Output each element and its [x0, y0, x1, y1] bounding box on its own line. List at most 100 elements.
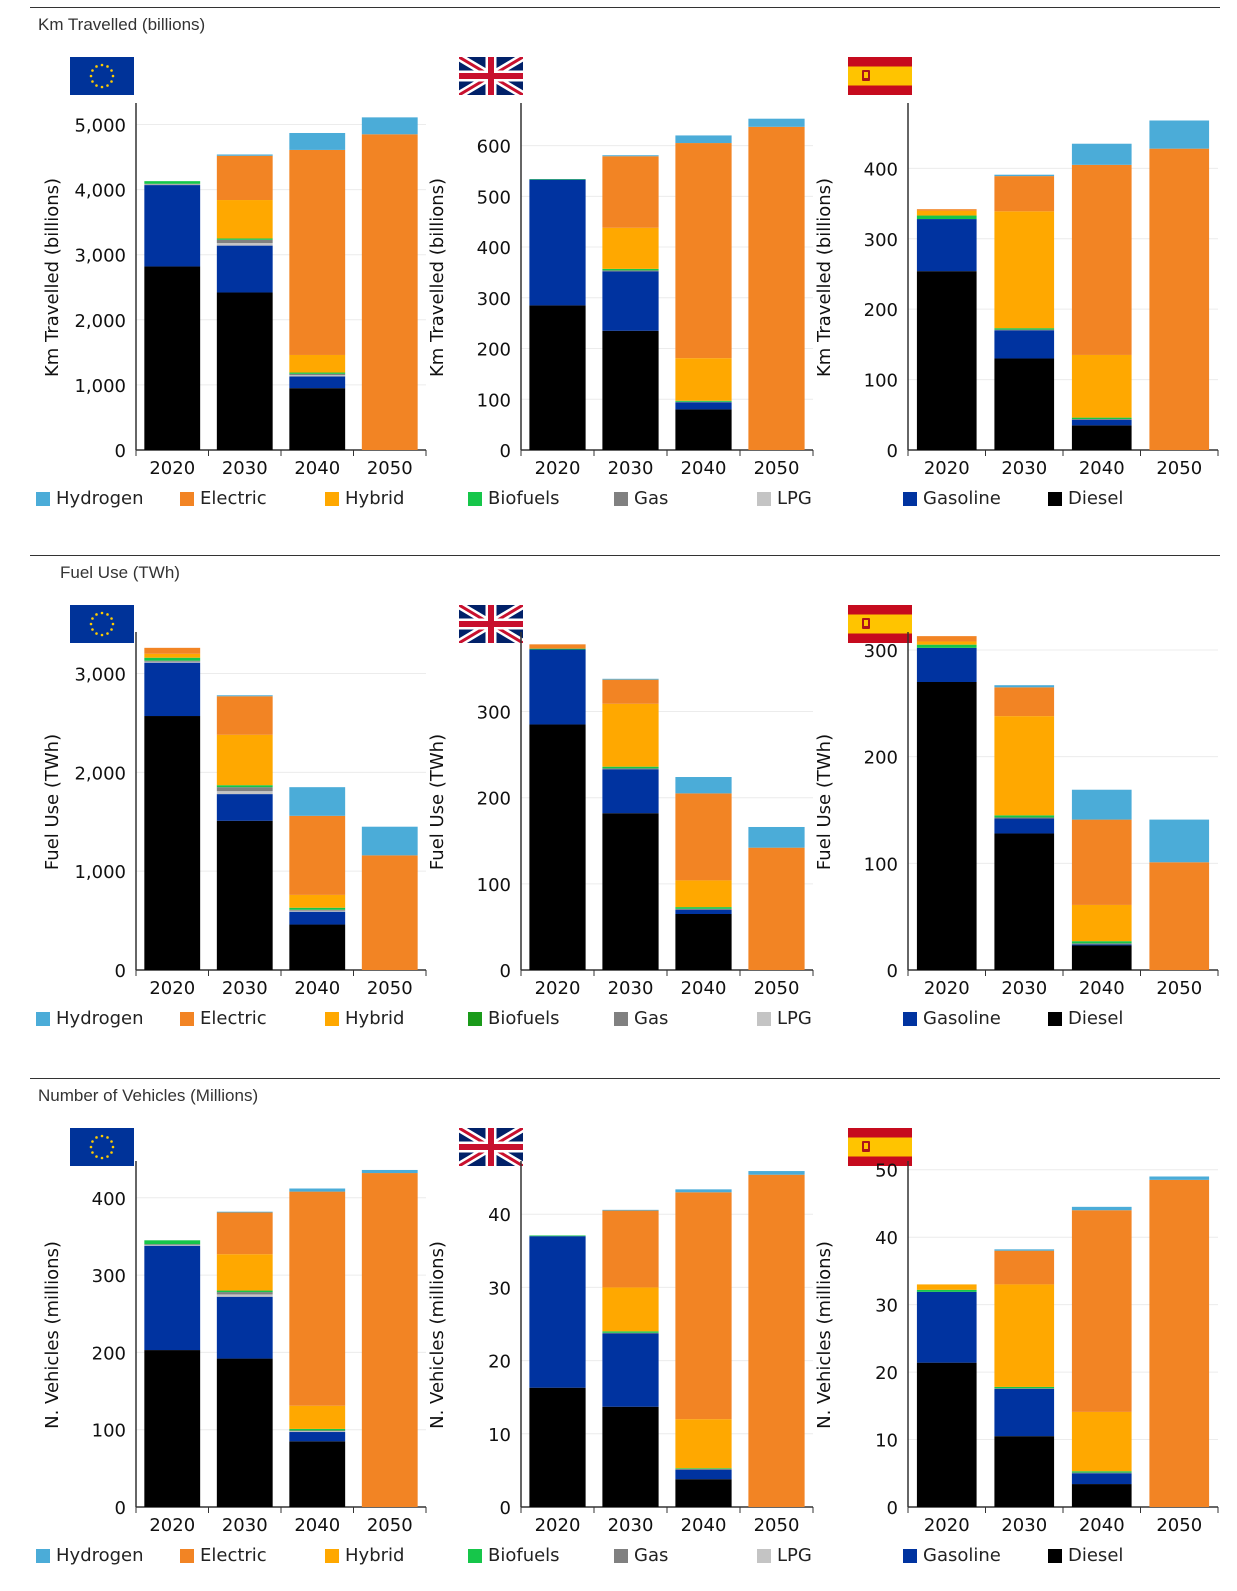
y-tick-label: 200 — [864, 300, 898, 321]
legend-item-hydrogen[interactable]: Hydrogen — [36, 488, 144, 509]
uk-flag-icon — [459, 605, 523, 643]
legend-item-lpg[interactable]: LPG — [757, 488, 812, 509]
bar-segment-gasoline-2030 — [994, 818, 1055, 834]
bar-segment-gasoline-2040 — [675, 909, 732, 914]
legend-item-gasoline[interactable]: Gasoline — [903, 1008, 1001, 1029]
legend-label: Gasoline — [923, 1008, 1001, 1029]
legend-item-hydrogen[interactable]: Hydrogen — [36, 1008, 144, 1029]
bar-segment-gasoline-2030 — [602, 1333, 659, 1407]
legend-item-electric[interactable]: Electric — [180, 1008, 267, 1029]
legend-item-electric[interactable]: Electric — [180, 1545, 267, 1566]
x-tick-label: 2040 — [681, 458, 727, 479]
bar-segment-hybrid-2040 — [1071, 904, 1132, 942]
bar-segment-diesel-2030 — [216, 1358, 273, 1507]
legend-label: Diesel — [1068, 488, 1124, 509]
bar-segment-electric-2030 — [994, 687, 1055, 717]
x-tick-label: 2040 — [681, 1515, 727, 1536]
x-tick-label: 2040 — [294, 1515, 340, 1536]
legend-item-hybrid[interactable]: Hybrid — [325, 1545, 404, 1566]
legend-label: LPG — [777, 488, 812, 509]
y-tick-label: 0 — [887, 441, 898, 462]
bar-segment-hybrid-2020 — [916, 641, 977, 645]
bar-segment-electric-2040 — [1071, 1210, 1132, 1412]
x-tick-label: 2050 — [1156, 978, 1202, 999]
bar-segment-hydrogen-2050 — [1149, 1176, 1210, 1180]
legend-swatch — [36, 1011, 50, 1026]
x-tick-label: 2020 — [924, 978, 970, 999]
bar-segment-gasoline-2040 — [289, 1432, 346, 1442]
legend-item-hybrid[interactable]: Hybrid — [325, 488, 404, 509]
bar-segment-electric-2040 — [675, 793, 732, 881]
bar-segment-gasoline-2030 — [994, 1388, 1055, 1437]
legend-item-gas[interactable]: Gas — [614, 1545, 668, 1566]
bar-segment-diesel-2020 — [916, 682, 977, 970]
legend-item-diesel[interactable]: Diesel — [1048, 488, 1123, 509]
y-tick-label: 500 — [477, 187, 511, 208]
bar-segment-hydrogen-2050 — [1149, 120, 1210, 149]
x-tick-label: 2020 — [149, 978, 195, 999]
x-tick-label: 2030 — [1001, 458, 1047, 479]
bar-segment-gasoline-2020 — [916, 219, 977, 272]
bar-segment-lpg-2030 — [216, 1294, 273, 1297]
x-tick-label: 2050 — [367, 1515, 413, 1536]
legend-label: Gas — [634, 1008, 669, 1029]
bar-segment-electric-2030 — [994, 176, 1055, 212]
legend-item-biofuels[interactable]: Biofuels — [468, 1008, 560, 1029]
legend-item-lpg[interactable]: LPG — [757, 1545, 812, 1566]
legend-item-electric[interactable]: Electric — [180, 488, 267, 509]
bar-segment-biofuels-2030 — [994, 815, 1055, 818]
bar-segment-hydrogen-2050 — [748, 826, 805, 848]
bar-segment-hydrogen-2040 — [675, 1189, 732, 1193]
bar-segment-biofuels-2020 — [144, 181, 201, 184]
legend-item-biofuels[interactable]: Biofuels — [468, 1545, 560, 1566]
bar-segment-gas-2020 — [144, 660, 201, 662]
y-tick-label: 600 — [477, 137, 511, 158]
bar-segment-hybrid-2030 — [994, 211, 1055, 329]
bar-segment-hybrid-2020 — [916, 1284, 977, 1290]
bar-segment-biofuels-2030 — [216, 785, 273, 788]
y-tick-label: 100 — [477, 875, 511, 896]
legend-item-hybrid[interactable]: Hybrid — [325, 1008, 404, 1029]
legend-item-gas[interactable]: Gas — [614, 488, 668, 509]
legend-item-diesel[interactable]: Diesel — [1048, 1008, 1123, 1029]
section-title: Fuel Use (TWh) — [60, 563, 180, 582]
bar-segment-electric-2040 — [675, 143, 732, 359]
legend-item-gasoline[interactable]: Gasoline — [903, 1545, 1001, 1566]
legend-item-lpg[interactable]: LPG — [757, 1008, 812, 1029]
legend-item-diesel[interactable]: Diesel — [1048, 1545, 1123, 1566]
bar-segment-electric-2040 — [289, 815, 346, 895]
bar-segment-gasoline-2030 — [602, 769, 659, 814]
bar-segment-electric-2040 — [1071, 164, 1132, 355]
legend-item-hydrogen[interactable]: Hydrogen — [36, 1545, 144, 1566]
eu-flag-icon — [70, 1128, 134, 1166]
bar-segment-electric-2050 — [1149, 1179, 1210, 1507]
y-tick-label: 10 — [488, 1425, 511, 1446]
bar-segment-gasoline-2040 — [289, 911, 346, 925]
legend-label: Hydrogen — [56, 488, 144, 509]
bar-segment-gas-2030 — [216, 239, 273, 243]
legend-swatch — [36, 491, 50, 506]
legend-item-gas[interactable]: Gas — [614, 1008, 668, 1029]
y-axis-label: Fuel Use (TWh) — [42, 734, 63, 870]
y-tick-label: 10 — [875, 1431, 898, 1452]
bar-segment-diesel-2030 — [994, 1436, 1055, 1507]
bar-segment-biofuels-2030 — [994, 1386, 1055, 1389]
bar-segment-hybrid-2040 — [675, 880, 732, 908]
legend-swatch — [614, 491, 628, 506]
bar-segment-diesel-2040 — [289, 924, 346, 970]
legend-label: Gasoline — [923, 488, 1001, 509]
legend-swatch — [903, 1548, 917, 1563]
bar-segment-hybrid-2020 — [916, 210, 977, 216]
bar-segment-hybrid-2030 — [602, 703, 659, 767]
section-divider — [30, 1078, 1220, 1079]
y-axis-label: Km Travelled (billions) — [814, 178, 835, 377]
legend-item-gasoline[interactable]: Gasoline — [903, 488, 1001, 509]
bar-segment-diesel-2020 — [144, 266, 201, 450]
bar-segment-gas-2040 — [1071, 1472, 1132, 1474]
legend-item-biofuels[interactable]: Biofuels — [468, 488, 560, 509]
uk-flag-icon — [459, 57, 523, 95]
bar-segment-hydrogen-2030 — [216, 695, 273, 697]
legend-swatch — [180, 1548, 194, 1563]
bar-segment-gasoline-2030 — [216, 245, 273, 293]
y-tick-label: 200 — [864, 748, 898, 769]
